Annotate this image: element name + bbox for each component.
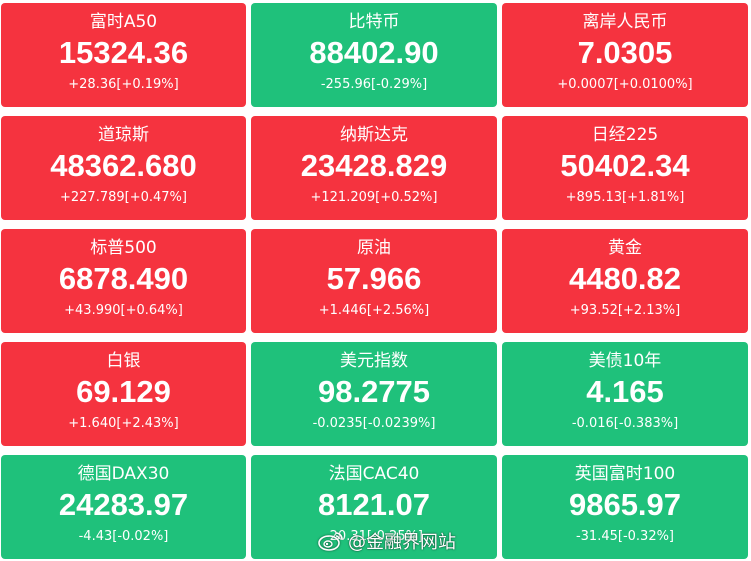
tile-price: 98.2775	[317, 374, 431, 409]
tile-name: 原油	[357, 238, 391, 258]
tile-price: 23428.829	[300, 148, 448, 183]
tile-ftse100[interactable]: 英国富时100 9865.97 -31.45[-0.32%]	[502, 455, 748, 559]
tile-price: 50402.34	[560, 148, 690, 183]
tile-change: +0.0007[+0.0100%]	[557, 77, 693, 92]
tile-price: 88402.90	[309, 35, 439, 70]
tile-name: 美债10年	[588, 351, 662, 371]
tile-name: 富时A50	[89, 12, 158, 32]
tile-price: 4.165	[586, 374, 664, 409]
tile-name: 黄金	[608, 238, 642, 258]
tile-change: -0.0235[-0.0239%]	[312, 416, 436, 431]
tile-change: +895.13[+1.81%]	[565, 190, 685, 205]
tile-dollar-index[interactable]: 美元指数 98.2775 -0.0235[-0.0239%]	[251, 342, 497, 446]
tile-name: 德国DAX30	[77, 464, 170, 484]
tile-price: 57.966	[326, 261, 422, 296]
tile-change: -31.45[-0.32%]	[575, 529, 675, 544]
tile-change: -20.31[-0.25%]	[324, 529, 424, 544]
tile-change: -255.96[-0.29%]	[320, 77, 428, 92]
tile-nasdaq[interactable]: 纳斯达克 23428.829 +121.209[+0.52%]	[251, 116, 497, 220]
tile-name: 美元指数	[340, 351, 408, 371]
tile-ftse-a50[interactable]: 富时A50 15324.36 +28.36[+0.19%]	[1, 3, 246, 107]
tile-dow-jones[interactable]: 道琼斯 48362.680 +227.789[+0.47%]	[1, 116, 246, 220]
tile-name: 标普500	[90, 238, 157, 258]
tile-name: 道琼斯	[98, 125, 149, 145]
tile-offshore-rmb[interactable]: 离岸人民币 7.0305 +0.0007[+0.0100%]	[502, 3, 748, 107]
tile-crude-oil[interactable]: 原油 57.966 +1.446[+2.56%]	[251, 229, 497, 333]
tile-change: -0.016[-0.383%]	[571, 416, 679, 431]
tile-silver[interactable]: 白银 69.129 +1.640[+2.43%]	[1, 342, 246, 446]
tile-price: 7.0305	[577, 35, 673, 70]
tile-cac40[interactable]: 法国CAC40 8121.07 -20.31[-0.25%]	[251, 455, 497, 559]
tile-name: 日经225	[591, 125, 659, 145]
tile-price: 69.129	[76, 374, 171, 409]
tile-name: 比特币	[348, 12, 400, 32]
tile-price: 8121.07	[317, 487, 431, 522]
tile-nikkei-225[interactable]: 日经225 50402.34 +895.13[+1.81%]	[502, 116, 748, 220]
tile-sp500[interactable]: 标普500 6878.490 +43.990[+0.64%]	[1, 229, 246, 333]
tile-bitcoin[interactable]: 比特币 88402.90 -255.96[-0.29%]	[251, 3, 497, 107]
tile-price: 6878.490	[58, 261, 189, 296]
tile-us-10y-treasury[interactable]: 美债10年 4.165 -0.016[-0.383%]	[502, 342, 748, 446]
tile-change: +1.640[+2.43%]	[68, 416, 179, 431]
tile-name: 白银	[106, 351, 141, 371]
tile-price: 4480.82	[568, 261, 682, 296]
tile-change: +227.789[+0.47%]	[60, 190, 187, 205]
tile-change: +93.52[+2.13%]	[569, 303, 681, 318]
tile-price: 15324.36	[58, 35, 189, 70]
tile-change: -4.43[-0.02%]	[78, 529, 169, 544]
tile-price: 9865.97	[568, 487, 682, 522]
tile-price: 24283.97	[58, 487, 189, 522]
tile-change: +1.446[+2.56%]	[318, 303, 430, 318]
tile-gold[interactable]: 黄金 4480.82 +93.52[+2.13%]	[502, 229, 748, 333]
tile-name: 英国富时100	[574, 464, 676, 484]
tile-name: 纳斯达克	[340, 125, 408, 145]
tile-price: 48362.680	[50, 148, 197, 183]
tile-name: 离岸人民币	[582, 12, 668, 32]
tile-change: +43.990[+0.64%]	[64, 303, 183, 318]
tile-name: 法国CAC40	[328, 464, 420, 484]
tile-dax30[interactable]: 德国DAX30 24283.97 -4.43[-0.02%]	[1, 455, 246, 559]
tile-change: +28.36[+0.19%]	[68, 77, 179, 92]
tile-change: +121.209[+0.52%]	[310, 190, 438, 205]
